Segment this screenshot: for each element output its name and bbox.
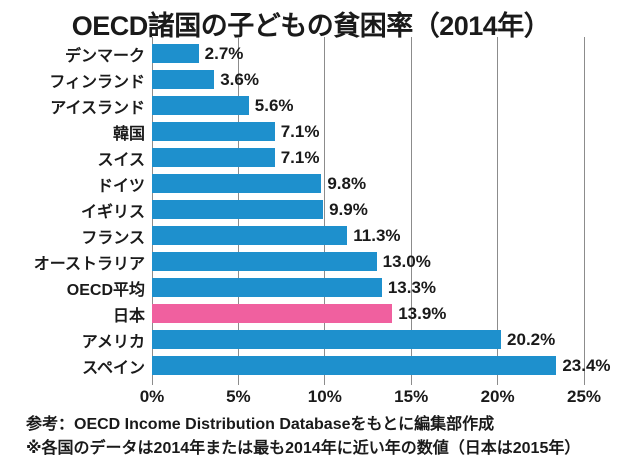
bar-row: 日本 13.9% <box>113 301 584 327</box>
chart-title: OECD諸国の子どもの貧困率（2014年） <box>71 11 551 41</box>
bar <box>152 278 382 297</box>
x-tick-label: 20% <box>480 387 515 406</box>
country-label: アイスランド <box>50 99 145 117</box>
country-label: スイス <box>97 151 145 169</box>
x-tick-label: 5% <box>226 387 251 406</box>
value-label: 7.1% <box>280 147 320 167</box>
bar-row: フランス 11.3% <box>81 223 584 249</box>
country-label: オーストラリア <box>33 255 145 273</box>
bar-row: フィンランド 3.6% <box>49 67 584 93</box>
gridline <box>410 37 412 385</box>
bar <box>152 174 322 193</box>
bar-row: ドイツ 9.8% <box>97 171 584 197</box>
country-label: アメリカ <box>81 333 145 351</box>
country-label: フィンランド <box>49 73 145 91</box>
bar <box>152 200 324 219</box>
value-label: 11.3% <box>353 225 401 245</box>
bar-row: オーストラリア 13.0% <box>34 249 584 275</box>
gridline <box>324 37 326 385</box>
value-label: 2.7% <box>204 43 244 63</box>
x-tick-label: 0% <box>139 387 165 406</box>
value-label: 13.9% <box>398 303 447 323</box>
bar <box>152 44 199 63</box>
country-label: OECD平均 <box>66 281 145 299</box>
country-label: デンマーク <box>64 47 145 65</box>
x-tick-label: 15% <box>394 387 429 406</box>
bar <box>152 330 502 349</box>
bar-row: スペイン 23.4% <box>82 353 610 379</box>
bar <box>152 226 348 245</box>
gridline <box>497 37 499 385</box>
bar <box>152 122 275 141</box>
bar-rows: デンマーク 2.7% フィンランド 3.6% アイスランド 5.6% 韓国 7.1% スイス 7.… <box>34 41 611 379</box>
value-label: 9.8% <box>327 173 367 193</box>
data-year-note: ※各国のデータは2014年または最も2014年に近い年の数値（日本は2015年） <box>26 440 581 457</box>
plot-area: デンマーク 2.7% フィンランド 3.6% アイスランド 5.6% 韓国 7.1% スイス 7.… <box>34 37 611 385</box>
x-tick-label: 10% <box>307 387 342 406</box>
bar <box>152 70 215 89</box>
x-tick-label: 25% <box>566 387 602 406</box>
bar-row: OECD平均 13.3% <box>67 275 584 301</box>
value-label: 3.6% <box>220 69 259 89</box>
value-label: 5.6% <box>254 95 294 115</box>
bar-row: スイス 7.1% <box>97 145 584 171</box>
country-label: ドイツ <box>96 177 145 195</box>
value-label: 9.9% <box>329 199 368 219</box>
bar-highlight <box>152 304 393 323</box>
value-label: 23.4% <box>562 355 611 375</box>
country-label: スペイン <box>82 359 145 377</box>
bar <box>152 96 249 115</box>
country-label: 韓国 <box>112 125 145 143</box>
bar-row: アメリカ 20.2% <box>82 327 584 353</box>
bar-row: イギリス 9.9% <box>81 197 584 223</box>
bar-row: デンマーク 2.7% <box>65 41 584 67</box>
gridline <box>583 37 585 385</box>
value-label: 13.0% <box>382 251 431 271</box>
value-label: 7.1% <box>280 121 320 141</box>
bar <box>152 148 275 167</box>
value-label: 20.2% <box>507 329 556 349</box>
source-note: 参考：OECD Income Distribution Databaseをもとに… <box>26 416 495 433</box>
bar <box>152 252 377 271</box>
country-label: イギリス <box>80 203 145 221</box>
bar-row: アイスランド 5.6% <box>50 93 584 119</box>
bar-row: 韓国 7.1% <box>113 119 584 145</box>
country-label: フランス <box>81 229 145 247</box>
x-axis: 0% 5% 10% 15% 20% 25% <box>140 387 601 407</box>
bar <box>152 356 557 375</box>
country-label: 日本 <box>112 307 145 325</box>
value-label: 13.3% <box>387 277 437 297</box>
